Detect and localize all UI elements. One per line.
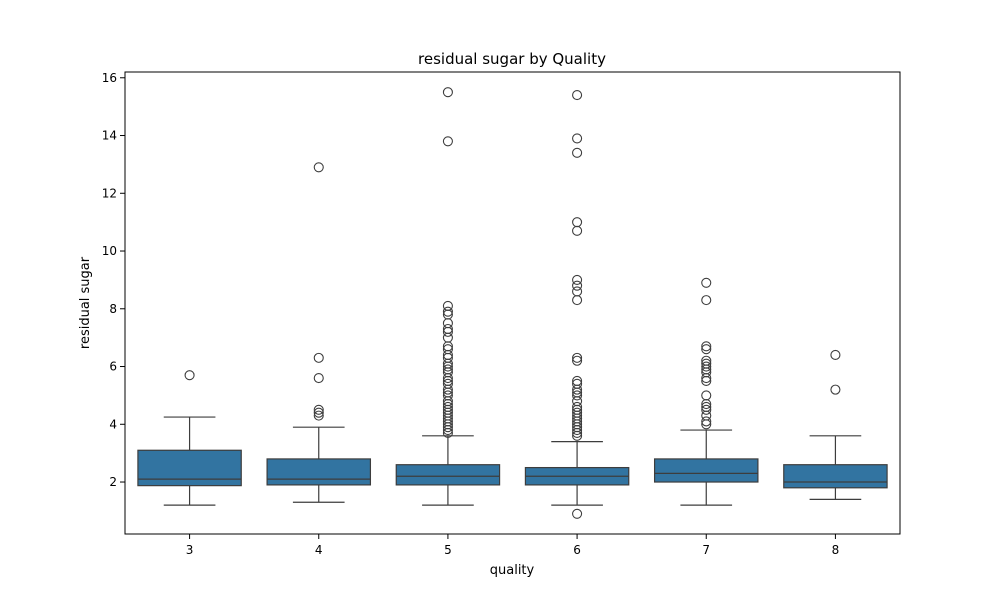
outlier-point: [442, 364, 453, 375]
outlier-point: [442, 136, 453, 147]
y-tick-label: 16: [102, 71, 117, 85]
box-q1-q3: [395, 464, 501, 486]
x-tick-label: 4: [315, 543, 323, 557]
y-axis-label: residual sugar: [78, 256, 93, 349]
box-q1-q3: [783, 464, 888, 489]
plot-content: 2 4 6 8 10 12 14 16 3 4 5 6 7 8: [102, 71, 888, 557]
outlier-point: [701, 277, 712, 288]
outlier-point: [572, 401, 583, 413]
outlier-point: [313, 373, 324, 384]
outlier-point: [442, 318, 453, 329]
outlier-point: [572, 352, 583, 363]
y-tick-label: 14: [102, 129, 117, 143]
outlier-point: [442, 378, 453, 389]
outlier-point: [701, 361, 712, 372]
outlier-point: [572, 280, 583, 291]
outlier-point: [442, 87, 453, 98]
x-tick-label: 5: [444, 543, 452, 557]
outlier-point: [572, 355, 583, 366]
outlier-point: [701, 401, 712, 413]
outlier-point: [442, 390, 453, 401]
outlier-point: [572, 508, 583, 519]
outlier-point: [313, 162, 324, 173]
outlier-point: [572, 274, 583, 285]
x-tick-label: 7: [702, 543, 710, 557]
plot-frame: [124, 71, 901, 535]
box-q1-q3: [137, 449, 242, 487]
x-tick-label: 6: [573, 543, 581, 557]
outlier-point: [701, 358, 712, 369]
outlier-point: [572, 286, 583, 297]
outlier-point: [184, 370, 195, 381]
outlier-point: [313, 410, 324, 421]
y-tick-label: 12: [102, 186, 117, 200]
chart-title: residual sugar by Quality: [418, 50, 606, 68]
outlier-point: [830, 384, 841, 395]
outlier-point: [572, 217, 583, 228]
outlier-point: [442, 306, 453, 317]
outlier-point: [572, 390, 583, 401]
box-q1-q3: [266, 458, 372, 486]
outlier-point: [701, 404, 712, 415]
x-axis-label: quality: [490, 563, 535, 578]
y-tick-label: 2: [109, 475, 117, 489]
y-tick-label: 4: [109, 417, 117, 431]
outlier-point: [572, 295, 583, 306]
outlier-point: [572, 407, 583, 418]
outlier-point: [572, 133, 583, 144]
outlier-point: [572, 378, 583, 389]
outlier-point: [572, 225, 583, 236]
outlier-point: [313, 352, 324, 363]
outlier-point: [313, 407, 324, 418]
outlier-point: [572, 147, 583, 158]
outlier-point: [313, 404, 324, 415]
y-tick-label: 8: [109, 302, 117, 316]
outlier-point: [701, 344, 712, 355]
outlier-point: [442, 401, 453, 413]
box-q1-q3: [653, 458, 759, 483]
outlier-point: [442, 300, 453, 311]
x-tick-label: 3: [186, 543, 194, 557]
outlier-point: [442, 323, 453, 335]
outlier-point: [572, 375, 583, 387]
x-tick-label: 8: [832, 543, 840, 557]
y-tick-label: 10: [102, 244, 117, 258]
outlier-point: [701, 295, 712, 306]
outlier-point: [442, 344, 453, 355]
outlier-point: [701, 355, 712, 366]
outlier-point: [830, 349, 841, 361]
outlier-point: [701, 341, 712, 352]
outlier-point: [572, 90, 583, 101]
outlier-point: [701, 416, 712, 427]
outlier-point: [701, 390, 712, 401]
y-tick-label: 6: [109, 360, 117, 374]
